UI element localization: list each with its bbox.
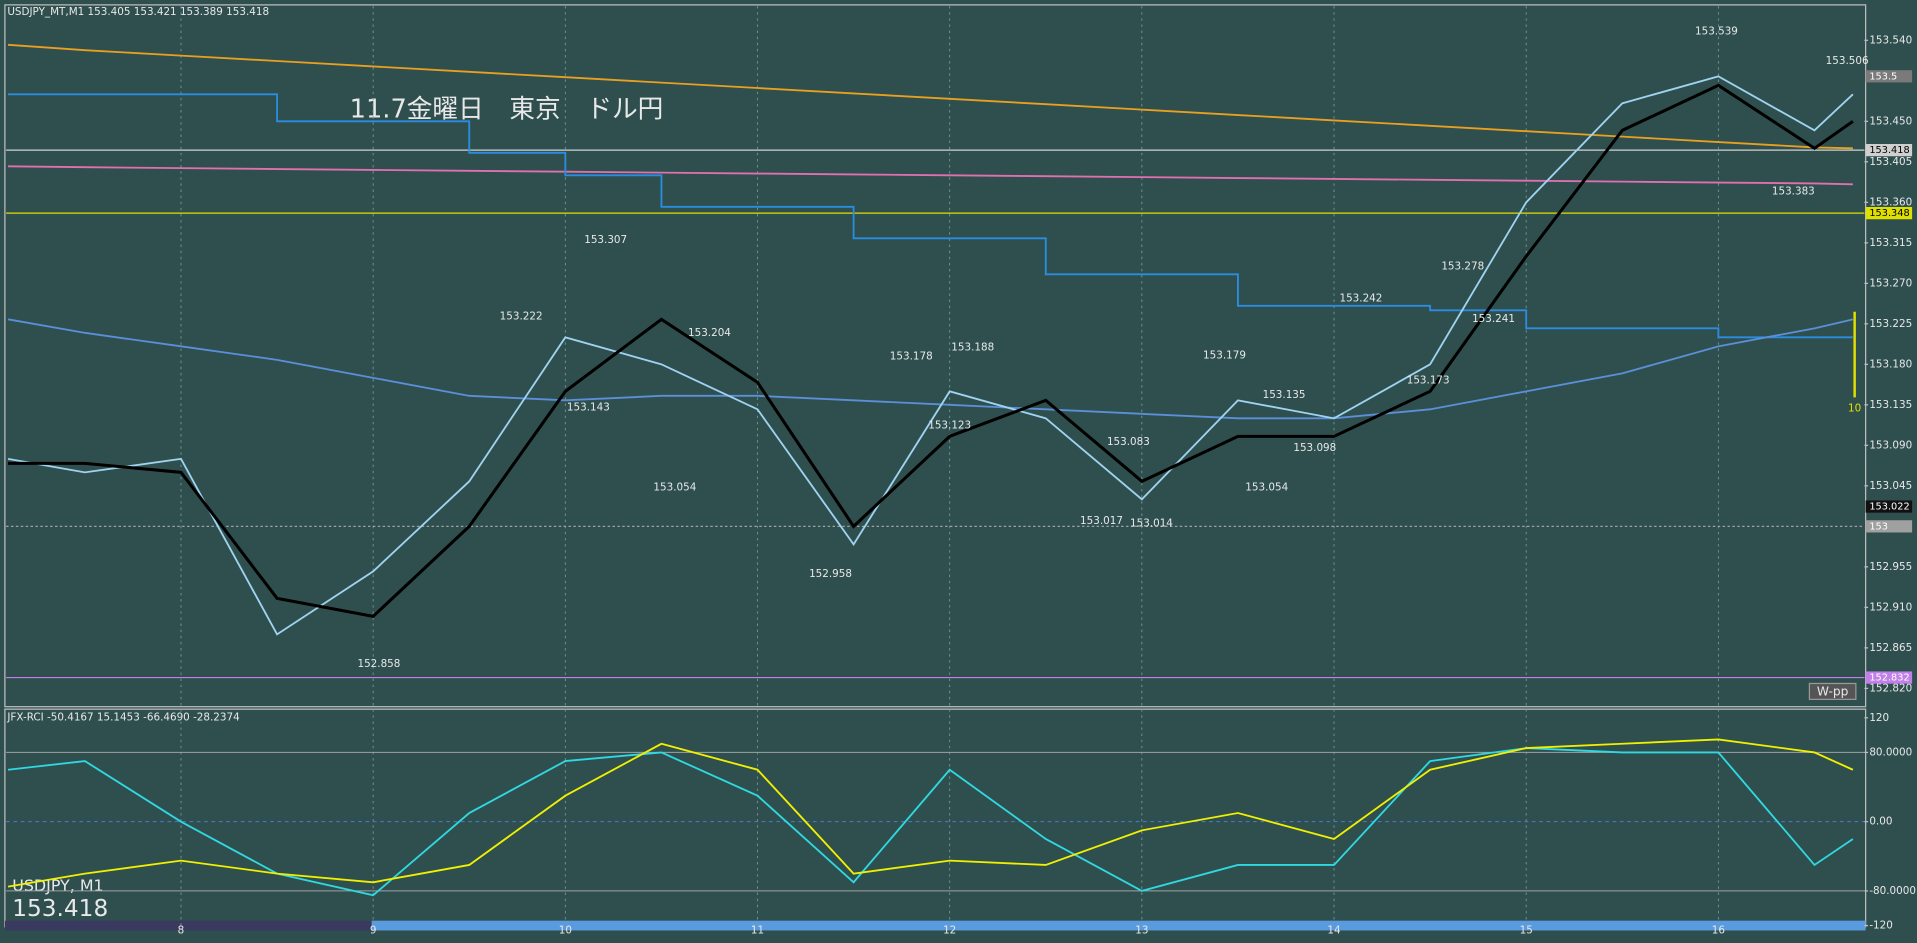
y-tick-label: 153.270 xyxy=(1869,277,1912,289)
price-label-box xyxy=(1865,70,1913,83)
price-annotation: 153.017 xyxy=(1080,515,1123,527)
price-annotation: 152.958 xyxy=(809,568,852,580)
price-annotation: 153.222 xyxy=(500,311,543,323)
price-annotation: 153.179 xyxy=(1203,349,1246,361)
price-annotation: 153.135 xyxy=(1263,389,1306,401)
price-label: 153.5 xyxy=(1869,71,1897,82)
series-line xyxy=(7,747,1854,897)
rci-header: JFX-RCI -50.4167 15.1453 -66.4690 -28.23… xyxy=(6,712,240,724)
series-line xyxy=(7,738,1854,888)
price-label-box xyxy=(1865,671,1913,684)
price-annotation: 153.278 xyxy=(1441,260,1484,272)
x-tick-label: 9 xyxy=(370,924,377,936)
price-label-box xyxy=(1865,207,1913,220)
y-tick-label: 153.540 xyxy=(1869,34,1912,46)
price-annotation: 153.241 xyxy=(1472,313,1515,325)
price-annotation: 153.383 xyxy=(1772,185,1815,197)
y-tick-label: 0.00 xyxy=(1869,816,1892,828)
main-panel-frame xyxy=(4,4,1867,708)
x-tick-label: 12 xyxy=(943,924,956,936)
y-tick-label: -80.0000 xyxy=(1869,885,1916,897)
price-annotation: 153.014 xyxy=(1130,518,1173,530)
price-label: 153.418 xyxy=(1869,145,1909,156)
price-annotation: 153.123 xyxy=(928,419,971,431)
y-tick-label: 80.0000 xyxy=(1869,746,1912,758)
y-tick-label: 153.405 xyxy=(1869,156,1912,168)
price-annotation: 153.539 xyxy=(1695,25,1738,37)
price-annotation: 153.054 xyxy=(1245,482,1288,494)
series-line xyxy=(7,75,1854,636)
y-tick-label: -120 xyxy=(1869,920,1893,932)
x-tick-label: 14 xyxy=(1327,924,1341,936)
chart-title: 11.7金曜日 東京 ドル円 xyxy=(350,95,664,125)
y-tick-label: 153.360 xyxy=(1869,196,1912,208)
main-header: USDJPY_MT,M1 153.405 153.421 153.389 153… xyxy=(7,6,269,18)
price-label: 153.348 xyxy=(1869,208,1909,219)
x-tick-label: 8 xyxy=(178,924,185,936)
x-tick-label: 13 xyxy=(1135,924,1148,936)
price-annotation: 153.506 xyxy=(1826,55,1869,67)
price-annotation: 153.054 xyxy=(653,482,696,494)
y-tick-label: 153.225 xyxy=(1869,318,1912,330)
y-tick-label: 153.180 xyxy=(1869,358,1912,370)
price-annotation: 153.173 xyxy=(1407,374,1450,386)
y-tick-label: 120 xyxy=(1869,712,1889,724)
wpp-button-label[interactable]: W-pp xyxy=(1817,685,1849,699)
price-label: 153 xyxy=(1869,521,1888,532)
price-annotation: 153.242 xyxy=(1339,293,1382,305)
y-tick-label: 152.955 xyxy=(1869,561,1912,573)
last-price: 153.418 xyxy=(12,895,108,922)
price-label-box xyxy=(1865,144,1913,157)
series-line xyxy=(7,43,1853,150)
x-tick-label: 10 xyxy=(559,924,572,936)
price-annotation: 152.858 xyxy=(357,658,400,670)
y-tick-label: 152.820 xyxy=(1869,682,1912,694)
price-annotation: 153.204 xyxy=(688,327,731,339)
scrollbar-track xyxy=(4,920,372,931)
y-tick-label: 153.450 xyxy=(1869,115,1912,127)
series-line xyxy=(8,83,1854,619)
price-label: 153.022 xyxy=(1869,502,1909,513)
price-annotation: 153.178 xyxy=(890,350,933,362)
y-tick-label: 152.865 xyxy=(1869,642,1912,654)
price-label: 152.832 xyxy=(1869,673,1909,684)
series-line xyxy=(7,318,1854,420)
price-label-box xyxy=(1865,500,1913,513)
price-annotation: 153.307 xyxy=(584,234,627,246)
price-label-box xyxy=(1865,520,1913,533)
y-tick-label: 153.090 xyxy=(1869,439,1912,451)
x-tick-label: 16 xyxy=(1712,924,1725,936)
series-line xyxy=(8,93,1853,339)
y-tick-label: 153.045 xyxy=(1869,480,1912,492)
price-annotation: 153.143 xyxy=(567,401,610,413)
price-annotation: 153.188 xyxy=(951,341,994,353)
symbol-label: USDJPY, M1 xyxy=(12,876,103,895)
scrollbar-thumb[interactable] xyxy=(371,920,1866,931)
price-annotation: 153.098 xyxy=(1293,442,1336,454)
x-tick-label: 15 xyxy=(1520,924,1533,936)
side-label: 10 xyxy=(1848,402,1861,414)
x-tick-label: 11 xyxy=(751,924,764,936)
y-tick-label: 152.910 xyxy=(1869,601,1912,613)
y-tick-label: 153.135 xyxy=(1869,399,1912,411)
wpp-button[interactable] xyxy=(1808,682,1857,700)
series-line xyxy=(8,165,1853,186)
y-tick-label: 153.315 xyxy=(1869,237,1912,249)
price-annotation: 153.083 xyxy=(1107,436,1150,448)
